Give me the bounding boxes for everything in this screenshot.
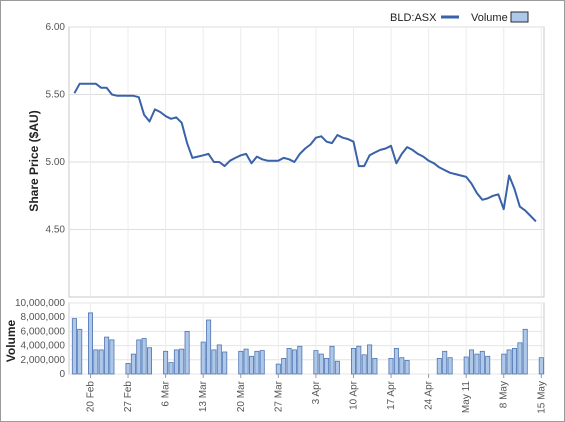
volume-bar	[399, 357, 405, 375]
volume-bar	[522, 328, 528, 375]
volume-bar	[281, 357, 287, 375]
volume-bar	[146, 347, 152, 375]
price-y-tick-label: 5.00	[46, 157, 66, 168]
x-tick-label: 3 Apr	[311, 380, 322, 404]
volume-bar	[313, 350, 319, 375]
volume-bar	[474, 353, 480, 375]
volume-bar	[442, 350, 448, 375]
volume-y-tick-label: 8,000,000	[21, 312, 66, 323]
volume-bar	[275, 363, 281, 375]
volume-bar	[109, 339, 115, 375]
volume-bar	[468, 349, 474, 375]
volume-axis-label: Volume	[4, 319, 18, 362]
price-y-tick-label: 4.50	[46, 225, 66, 236]
volume-bar	[163, 350, 169, 375]
volume-bar	[393, 347, 399, 375]
x-tick-label: 27 Feb	[123, 381, 134, 413]
price-y-tick-label: 5.50	[46, 90, 66, 101]
volume-bar	[77, 328, 83, 375]
volume-bar	[136, 339, 142, 375]
volume-y-tick-label: 6,000,000	[21, 326, 66, 337]
price-grid	[68, 26, 545, 298]
legend: BLD:ASX Volume	[390, 11, 529, 24]
volume-bar	[98, 349, 104, 375]
volume-bar	[93, 349, 99, 375]
volume-bar	[243, 348, 249, 375]
legend-volume-label: Volume	[471, 12, 508, 24]
volume-bars	[71, 312, 544, 375]
volume-bar	[141, 338, 147, 375]
volume-bar	[248, 355, 254, 375]
x-tick-label: 17 Apr	[386, 380, 397, 410]
volume-bar	[361, 354, 367, 375]
volume-y-tick-label: 0	[59, 369, 65, 380]
volume-bar	[501, 353, 507, 375]
volume-bar	[356, 345, 362, 375]
volume-bar	[318, 353, 324, 375]
volume-bar	[88, 312, 94, 375]
price-axis-label: Share Price ($AU)	[27, 110, 41, 211]
volume-bar	[216, 344, 222, 375]
volume-bar	[238, 350, 244, 375]
x-tick-label: 13 Mar	[198, 380, 209, 412]
x-tick-label: 24 Apr	[424, 380, 435, 410]
volume-y-tick-label: 10,000,000	[15, 298, 65, 309]
volume-bar	[324, 357, 330, 375]
x-tick-label: 8 May	[499, 381, 510, 408]
volume-bar	[367, 344, 373, 375]
volume-bar	[334, 360, 340, 375]
volume-bar	[211, 349, 217, 375]
volume-bar	[485, 355, 491, 375]
x-tick-label: 27 Mar	[273, 380, 284, 412]
volume-bar	[286, 347, 292, 375]
volume-bar	[538, 357, 544, 375]
x-tick-label: 20 Feb	[85, 381, 96, 413]
volume-bar	[125, 362, 131, 375]
volume-bar	[206, 319, 212, 375]
x-tick-label: 6 Mar	[161, 380, 172, 406]
price-y-tick-label: 6.00	[46, 22, 66, 33]
volume-bar	[479, 350, 485, 375]
price-y-ticks: 6.00 5.50 5.00 4.50	[46, 22, 66, 236]
volume-bar	[179, 348, 185, 375]
x-tick-label: 20 Mar	[236, 380, 247, 412]
volume-bar	[329, 345, 335, 375]
volume-bar	[372, 357, 378, 375]
volume-y-tick-label: 2,000,000	[21, 355, 66, 366]
volume-y-ticks: 10,000,000 8,000,000 6,000,000 4,000,000 2,0…	[15, 298, 66, 380]
x-tick-label: 10 Apr	[348, 380, 359, 410]
volume-bar	[447, 357, 453, 375]
legend-price-label: BLD:ASX	[390, 12, 437, 24]
volume-bar	[200, 341, 206, 375]
legend-volume-swatch	[510, 11, 529, 23]
volume-bar	[436, 357, 442, 375]
volume-bar	[463, 356, 469, 375]
volume-bar	[222, 351, 228, 375]
volume-bar	[259, 350, 265, 375]
volume-bar	[130, 353, 136, 375]
volume-bar	[404, 360, 410, 375]
price-line-group	[73, 82, 537, 223]
volume-bar	[297, 345, 303, 375]
volume-y-tick-label: 4,000,000	[21, 341, 66, 352]
volume-bar	[291, 349, 297, 375]
volume-bar	[511, 347, 517, 375]
volume-bar	[517, 342, 523, 375]
volume-bar	[168, 362, 174, 375]
price-series-line	[73, 82, 537, 223]
volume-bar	[350, 347, 356, 375]
volume-bar	[184, 330, 190, 375]
volume-bar	[104, 336, 110, 375]
x-axis-ticks: 20 Feb 27 Feb 6 Mar 13 Mar 20 Mar 27 Mar 3 Apr…	[85, 374, 547, 414]
volume-bar	[173, 349, 179, 375]
x-tick-label: 15 May	[536, 381, 547, 414]
volume-bar	[71, 318, 77, 375]
volume-bar	[388, 357, 394, 375]
x-tick-label: May 11	[461, 381, 472, 413]
volume-bar	[254, 350, 260, 375]
volume-bar	[506, 349, 512, 375]
